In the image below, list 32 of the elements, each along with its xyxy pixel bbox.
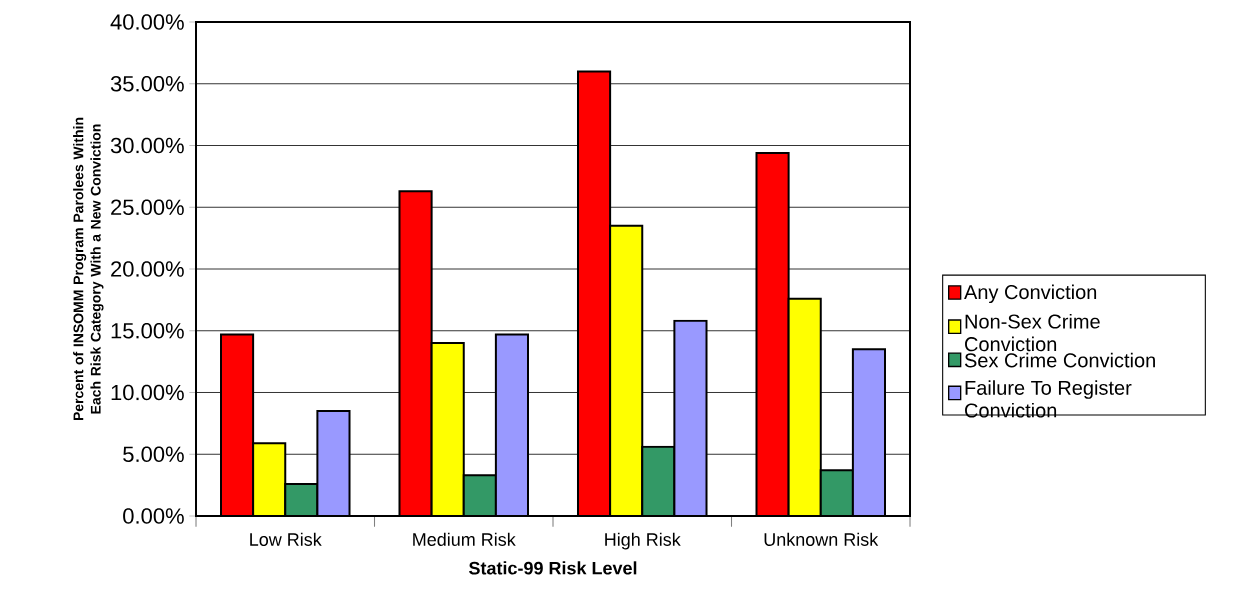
bar [221, 334, 254, 516]
y-tick-label: 35.00% [110, 75, 184, 92]
legend-label: Sex Crime Conviction [964, 352, 1155, 368]
y-axis-title: Percent of INSOMM Program Parolees Within Each Risk Category With a New Conviction [73, 117, 104, 421]
bar [430, 342, 465, 516]
bar [576, 70, 612, 516]
x-tick-label: Low Risk [250, 532, 322, 546]
bar [641, 445, 676, 516]
bar [494, 333, 530, 516]
bar [851, 348, 887, 516]
x-tick-label: Unknown Risk [764, 532, 879, 546]
bar [819, 469, 854, 516]
bar [398, 190, 433, 516]
x-tick-label: Medium Risk [413, 532, 516, 546]
bar [673, 319, 708, 516]
legend-label: Non-Sex Crime Conviction [965, 313, 1100, 352]
y-tick-label: 40.00% [110, 14, 184, 30]
x-axis-title: Static-99 Risk Level [468, 561, 637, 575]
bar [253, 443, 286, 516]
bar [609, 224, 644, 516]
y-tick-label: 25.00% [111, 199, 184, 216]
y-tick-label: 10.00% [111, 384, 184, 401]
y-tick-label: 0.00% [123, 508, 184, 524]
bar [787, 297, 822, 516]
y-tick-label: 5.00% [123, 446, 184, 463]
x-tick-label: High Risk [605, 532, 681, 550]
y-tick-label: 15.00% [111, 322, 184, 339]
bar [755, 151, 790, 516]
legend-label: Failure To Register Conviction [965, 380, 1132, 418]
y-tick-label: 20.00% [111, 261, 184, 277]
legend-label: Any Conviction [964, 284, 1097, 304]
y-tick-label: 30.00% [110, 137, 184, 154]
